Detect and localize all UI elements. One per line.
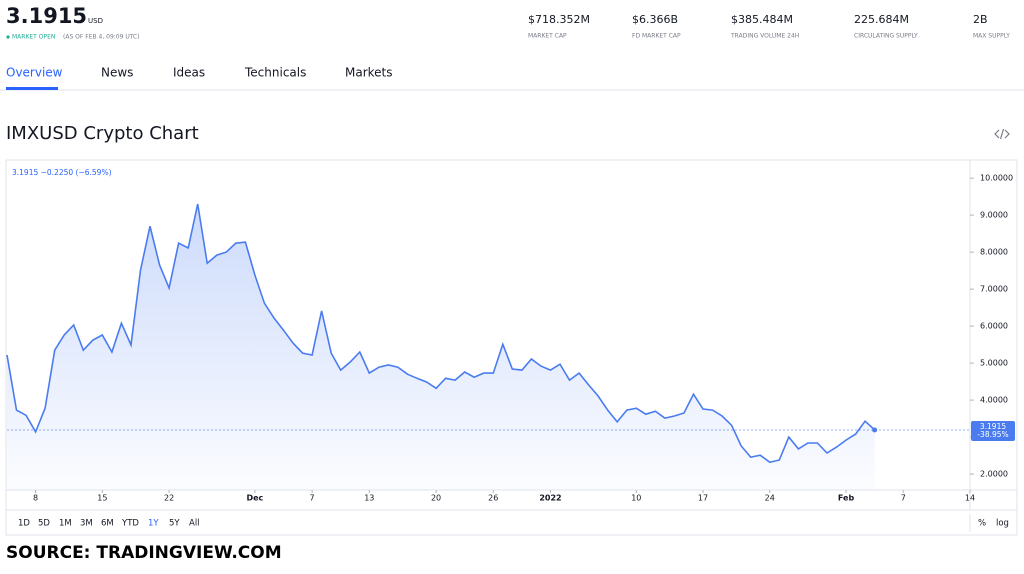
- chart-legend: 3.1915 −0.2250 (−6.59%): [12, 168, 112, 177]
- x-tick-label: 2022: [539, 494, 561, 503]
- stat-value: 225.684M: [854, 13, 909, 26]
- x-tick-label: 24: [765, 494, 775, 503]
- embed-icon[interactable]: [994, 128, 1010, 140]
- range-button[interactable]: 3M: [80, 519, 93, 529]
- y-tick-label: 7.0000: [980, 285, 1008, 294]
- y-tick-label: 8.0000: [980, 248, 1008, 257]
- stat-label: TRADING VOLUME 24H: [730, 33, 799, 40]
- y-tick-label: 10.0000: [980, 174, 1013, 183]
- range-button[interactable]: 6M: [101, 519, 114, 529]
- x-tick-label: 8: [33, 494, 38, 503]
- last-change-label: -38.95%: [977, 430, 1008, 439]
- as-of: (AS OF FEB 4, 09:09 UTC): [63, 34, 140, 41]
- tab[interactable]: Markets: [345, 66, 393, 80]
- range-button[interactable]: 1Y: [148, 519, 159, 529]
- stat-value: $385.484M: [731, 13, 793, 26]
- last-price-label: 3.1915: [980, 422, 1006, 431]
- stat-value: $6.366B: [632, 13, 678, 26]
- stat-value: $718.352M: [528, 13, 590, 26]
- range-button[interactable]: YTD: [121, 519, 139, 529]
- x-tick-label: 10: [631, 494, 641, 503]
- y-tick-label: 2.0000: [980, 470, 1008, 479]
- status-dot: [6, 35, 10, 39]
- x-tick-label: Dec: [246, 494, 263, 503]
- x-tick-label: 22: [164, 494, 174, 503]
- tab[interactable]: Technicals: [244, 66, 306, 80]
- stat-label: MARKET CAP: [528, 33, 567, 40]
- range-button[interactable]: 5Y: [169, 519, 180, 529]
- scale-button[interactable]: log: [996, 519, 1009, 529]
- x-tick-label: 17: [698, 494, 708, 503]
- chart-frame: [5, 159, 1018, 536]
- price-line: [6, 203, 876, 464]
- x-tick-label: 20: [431, 494, 441, 503]
- x-tick-label: 26: [488, 494, 498, 503]
- area-fill: [7, 204, 875, 490]
- y-tick-label: 5.0000: [980, 359, 1008, 368]
- scale-button[interactable]: %: [978, 519, 986, 529]
- y-tick-label: 6.0000: [980, 322, 1008, 331]
- x-tick-label: 7: [901, 494, 906, 503]
- x-tick-label: 14: [965, 494, 975, 503]
- y-tick-label: 4.0000: [980, 396, 1008, 405]
- range-button[interactable]: 1M: [59, 519, 72, 529]
- market-status: MARKET OPEN: [12, 34, 55, 41]
- tab-underline: [6, 87, 58, 90]
- tab[interactable]: News: [101, 66, 133, 80]
- currency: USD: [88, 17, 103, 25]
- stat-label: FD MARKET CAP: [632, 33, 681, 40]
- tab[interactable]: Ideas: [173, 66, 205, 80]
- x-tick-label: 15: [97, 494, 107, 503]
- stat-value: 2B: [973, 13, 988, 26]
- tab[interactable]: Overview: [6, 66, 63, 80]
- price: 3.1915: [6, 4, 87, 28]
- section-title: IMXUSD Crypto Chart: [6, 123, 199, 144]
- source-note: SOURCE: TRADINGVIEW.COM: [6, 543, 282, 563]
- x-tick-label: Feb: [838, 494, 855, 503]
- last-price-badge: [971, 421, 1015, 442]
- y-tick-label: 9.0000: [980, 211, 1008, 220]
- x-tick-label: 7: [310, 494, 315, 503]
- range-button[interactable]: All: [189, 519, 200, 529]
- range-button[interactable]: 5D: [38, 519, 50, 529]
- last-point: [872, 427, 878, 433]
- stat-label: MAX SUPPLY: [973, 33, 1010, 40]
- x-tick-label: 13: [364, 494, 374, 503]
- stat-label: CIRCULATING SUPPLY: [854, 33, 918, 40]
- range-button[interactable]: 1D: [18, 519, 30, 529]
